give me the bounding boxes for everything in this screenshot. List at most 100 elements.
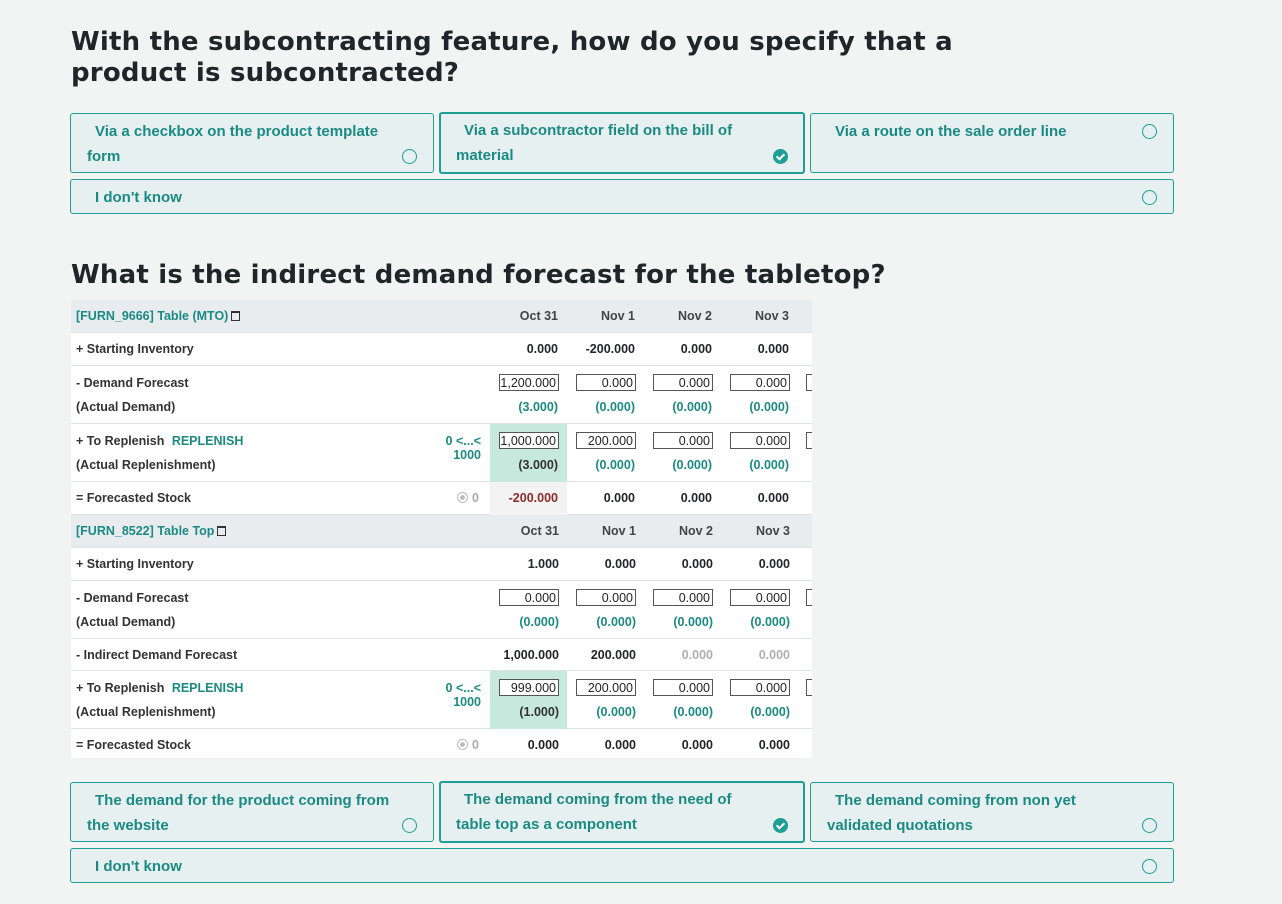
value: 0.000 <box>681 648 713 662</box>
to-replenish-row: + To Replenish REPLENISH (Actual Repleni… <box>71 424 812 482</box>
answer-option[interactable]: Via a checkbox on the product template f… <box>70 113 434 173</box>
row-label: + Starting Inventory <box>76 342 194 356</box>
product-name[interactable]: [FURN_9666] Table (MTO) <box>76 309 241 323</box>
answer-option-selected[interactable]: The demand coming from the need of table… <box>439 781 805 843</box>
radio-icon <box>402 818 417 833</box>
value: -200.000 <box>585 342 635 356</box>
answer-option[interactable]: The demand for the product coming from t… <box>70 782 434 842</box>
actual-demand: (0.000) <box>749 400 789 414</box>
date-header: Nov 2 <box>677 309 712 323</box>
actual-demand: (0.000) <box>596 615 636 629</box>
row-label: + To Replenish REPLENISH <box>76 681 244 695</box>
answer-label: Via a route on the sale order line <box>835 123 1067 140</box>
date-header: Oct 31 <box>520 524 559 538</box>
radio-icon <box>1142 859 1157 874</box>
radio-icon <box>1142 124 1157 139</box>
actual-demand: (0.000) <box>673 615 713 629</box>
answer-label: I don't know <box>95 189 182 206</box>
safety-stock: 0 <box>416 491 479 505</box>
demand-input[interactable] <box>499 374 559 391</box>
target-icon <box>457 492 469 503</box>
answer-option[interactable]: I don't know <box>70 179 1174 214</box>
question-title: What is the indirect demand forecast for… <box>71 260 886 290</box>
demand-forecast-row: - Demand Forecast (Actual Demand) (3.000… <box>71 366 812 424</box>
target-icon <box>457 739 469 750</box>
actual-demand: (3.000) <box>518 400 558 414</box>
demand-input[interactable] <box>576 589 636 606</box>
answer-label: The demand coming from non yet validated… <box>827 792 1076 834</box>
actual-replenish: (0.000) <box>750 705 790 719</box>
actual-replenish: (0.000) <box>595 458 635 472</box>
demand-input[interactable] <box>653 589 713 606</box>
value: 0.000 <box>603 491 635 505</box>
safety-range[interactable]: 0 <...< 1000 <box>445 681 481 709</box>
value: 200.000 <box>590 648 636 662</box>
check-icon <box>773 818 788 833</box>
demand-input[interactable] <box>730 374 790 391</box>
replenish-input[interactable] <box>576 432 636 449</box>
replenish-button[interactable]: REPLENISH <box>171 681 244 695</box>
actual-replenish: (0.000) <box>596 705 636 719</box>
answer-label: The demand coming from the need of table… <box>456 791 732 833</box>
starting-inventory-row: + Starting Inventory 0.000 -200.000 0.00… <box>71 333 812 366</box>
demand-input[interactable] <box>576 374 636 391</box>
date-header: Oct 31 <box>519 309 558 323</box>
replenish-input[interactable] <box>653 432 713 449</box>
forecasted-stock-row: = Forecasted Stock 0 0.000 0.000 0.000 0… <box>71 729 812 758</box>
starting-inventory-row: + Starting Inventory 1.000 0.000 0.000 0… <box>71 548 812 581</box>
value: -200.000 <box>508 491 558 505</box>
row-label: = Forecasted Stock <box>76 491 191 505</box>
replenish-input[interactable] <box>730 679 790 696</box>
answer-label: The demand for the product coming from t… <box>87 792 390 834</box>
value: 0.000 <box>757 342 789 356</box>
trash-icon[interactable] <box>231 311 241 321</box>
date-header: Nov 3 <box>754 309 789 323</box>
value: 0.000 <box>527 738 559 752</box>
value: 0.000 <box>604 557 636 571</box>
safety-stock: 0 <box>416 738 479 752</box>
actual-replenish: (3.000) <box>518 458 558 472</box>
question-title: With the subcontracting feature, how do … <box>71 27 953 88</box>
radio-icon <box>1142 190 1157 205</box>
row-label: + Starting Inventory <box>76 557 194 571</box>
answer-label: Via a checkbox on the product template f… <box>87 123 379 165</box>
value: 0.000 <box>680 342 712 356</box>
indirect-demand-row: - Indirect Demand Forecast 1,000.000 200… <box>71 639 812 671</box>
replenish-button[interactable]: REPLENISH <box>171 434 244 448</box>
demand-input[interactable] <box>730 589 790 606</box>
answer-option[interactable]: Via a route on the sale order line <box>810 113 1174 173</box>
row-sublabel: (Actual Replenishment) <box>76 458 216 472</box>
check-icon <box>773 149 788 164</box>
date-header: Nov 1 <box>601 524 636 538</box>
value: 0.000 <box>680 491 712 505</box>
trash-icon[interactable] <box>217 526 227 536</box>
row-label: = Forecasted Stock <box>76 738 191 752</box>
radio-icon <box>402 149 417 164</box>
replenish-input[interactable] <box>730 432 790 449</box>
answer-label: I don't know <box>95 858 182 875</box>
actual-demand: (0.000) <box>519 615 559 629</box>
replenish-input[interactable] <box>499 432 559 449</box>
actual-replenish: (0.000) <box>749 458 789 472</box>
value: 0.000 <box>758 557 790 571</box>
actual-demand: (0.000) <box>750 615 790 629</box>
answer-option[interactable]: I don't know <box>70 848 1174 883</box>
product-name[interactable]: [FURN_8522] Table Top <box>76 524 227 538</box>
answer-option[interactable]: The demand coming from non yet validated… <box>810 782 1174 842</box>
replenish-input[interactable] <box>499 679 559 696</box>
safety-range[interactable]: 0 <...< 1000 <box>445 434 481 462</box>
value: 0.000 <box>604 738 636 752</box>
date-header: Nov 1 <box>600 309 635 323</box>
value: 0.000 <box>757 491 789 505</box>
row-sublabel: (Actual Demand) <box>76 615 176 629</box>
actual-replenish: (0.000) <box>673 705 713 719</box>
demand-input[interactable] <box>653 374 713 391</box>
value: 0.000 <box>758 648 790 662</box>
demand-input[interactable] <box>499 589 559 606</box>
replenish-input[interactable] <box>653 679 713 696</box>
row-label: + To Replenish REPLENISH <box>76 434 244 448</box>
value: 0.000 <box>681 738 713 752</box>
replenish-input[interactable] <box>576 679 636 696</box>
answer-option-selected[interactable]: Via a subcontractor field on the bill of… <box>439 112 805 174</box>
product-header-row: [FURN_9666] Table (MTO) Oct 31 Nov 1 Nov… <box>71 300 812 333</box>
